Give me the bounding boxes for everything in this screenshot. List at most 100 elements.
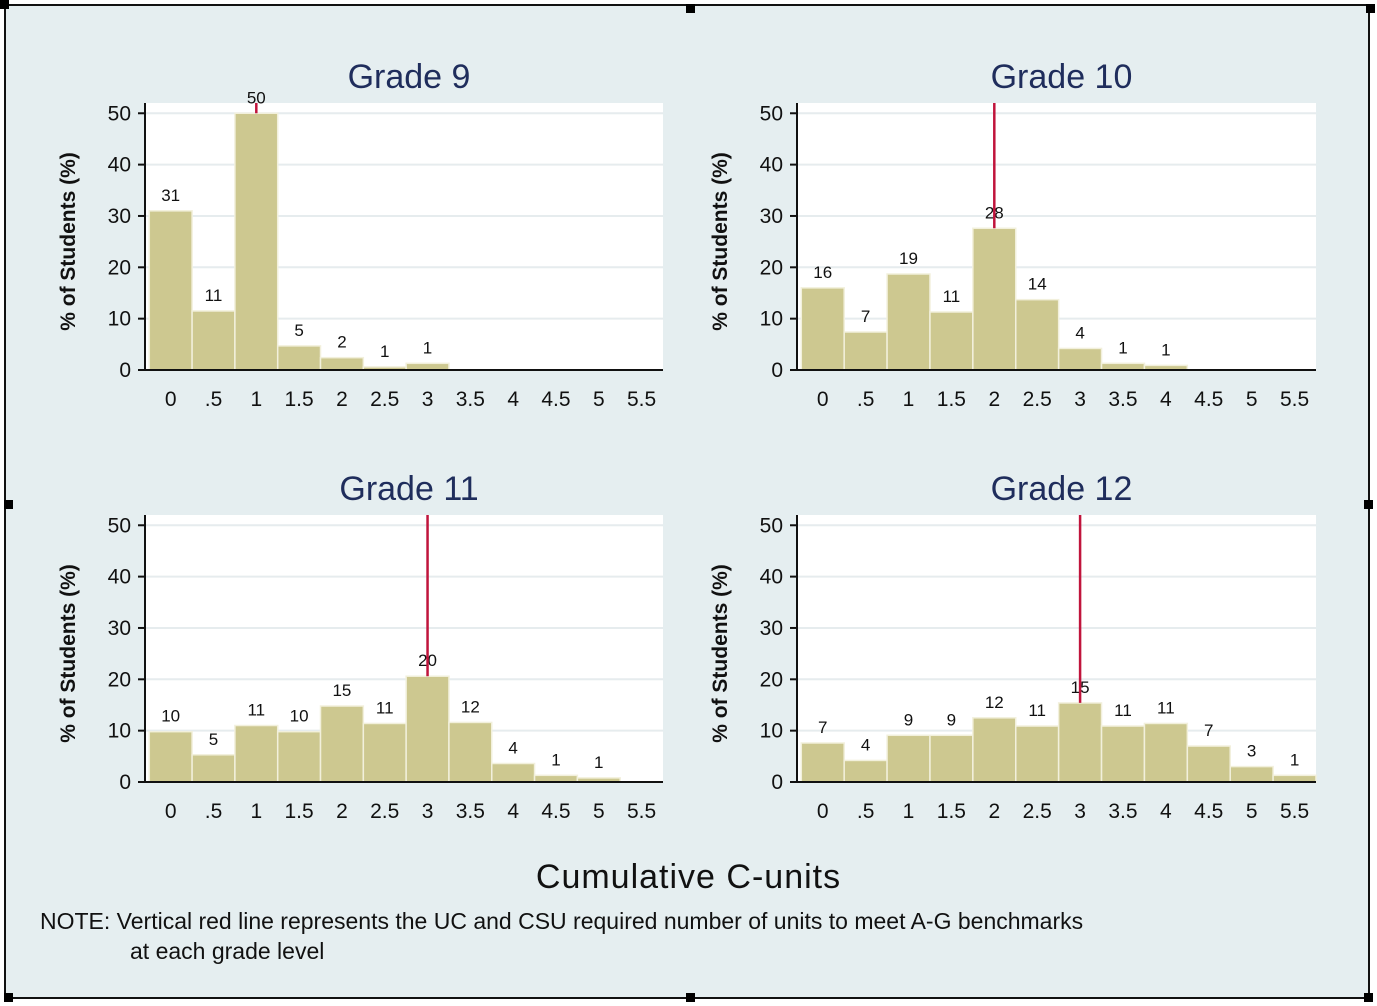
x-tick-label: 5.5 bbox=[1280, 388, 1309, 411]
x-tick-label: 2 bbox=[336, 388, 348, 411]
bar-value-label: 7 bbox=[1204, 721, 1213, 740]
x-tick-label: 0 bbox=[165, 388, 177, 411]
histogram-bar bbox=[491, 762, 536, 783]
histogram-bar bbox=[843, 331, 888, 371]
x-tick-label: .5 bbox=[857, 388, 875, 411]
x-tick-label: 1 bbox=[250, 800, 262, 823]
y-tick-label: 50 bbox=[760, 514, 783, 537]
panel-title: Grade 9 bbox=[348, 58, 471, 96]
y-tick-label: 40 bbox=[760, 154, 783, 177]
resize-handle-bottom-left[interactable] bbox=[4, 993, 13, 1002]
bar-value-label: 5 bbox=[209, 730, 218, 749]
x-tick-label: 2.5 bbox=[1023, 800, 1052, 823]
x-tick-label: 5 bbox=[1246, 388, 1258, 411]
bar-value-label: 11 bbox=[205, 286, 223, 305]
x-tick-label: 5 bbox=[593, 388, 605, 411]
histogram-bar bbox=[1100, 725, 1146, 783]
histogram-bar bbox=[886, 734, 931, 783]
histogram-bar bbox=[405, 675, 450, 783]
y-tick-label: 10 bbox=[760, 308, 783, 331]
bar-value-label: 11 bbox=[1028, 701, 1046, 720]
note-line-2: at each grade level bbox=[130, 938, 325, 964]
x-tick-label: 2 bbox=[336, 800, 348, 823]
resize-handle-right-middle[interactable] bbox=[1364, 500, 1373, 509]
x-tick-label: 2.5 bbox=[1023, 388, 1052, 411]
y-tick-label: 0 bbox=[119, 771, 131, 794]
note-line-1: NOTE: Vertical red line represents the U… bbox=[40, 908, 1084, 934]
bar-value-label: 11 bbox=[1157, 698, 1175, 717]
bar-value-label: 5 bbox=[294, 321, 303, 340]
bar-value-label: 1 bbox=[423, 338, 432, 357]
x-tick-label: 4 bbox=[1160, 800, 1172, 823]
bar-value-label: 3 bbox=[1247, 742, 1256, 761]
y-tick-label: 20 bbox=[108, 668, 131, 691]
bar-value-label: 14 bbox=[1028, 275, 1047, 294]
x-tick-label: 1 bbox=[250, 388, 262, 411]
histogram-bar bbox=[319, 356, 365, 371]
histogram-bar bbox=[533, 774, 579, 783]
resize-handle-bottom-center[interactable] bbox=[686, 993, 695, 1002]
y-tick-label: 30 bbox=[760, 205, 783, 228]
panel-2: 010203040501051110151120124110.511.522.5… bbox=[57, 470, 663, 823]
histogram-bar bbox=[191, 310, 236, 371]
y-tick-label: 10 bbox=[108, 720, 131, 743]
histogram-bar bbox=[972, 717, 1017, 783]
y-tick-label: 50 bbox=[108, 102, 131, 125]
histogram-bar bbox=[276, 730, 322, 783]
histogram-bar bbox=[234, 112, 279, 371]
resize-handle-bottom-right[interactable] bbox=[1364, 993, 1373, 1002]
bar-value-label: 11 bbox=[376, 698, 394, 717]
resize-handle-top-left[interactable] bbox=[0, 0, 9, 9]
y-tick-label: 0 bbox=[119, 359, 131, 382]
y-axis-label: % of Students (%) bbox=[709, 152, 732, 331]
x-tick-label: 0 bbox=[817, 388, 829, 411]
y-tick-label: 30 bbox=[108, 617, 131, 640]
y-tick-label: 20 bbox=[760, 256, 783, 279]
x-tick-label: .5 bbox=[205, 388, 223, 411]
x-tick-label: 1.5 bbox=[937, 388, 966, 411]
bar-value-label: 1 bbox=[380, 342, 389, 361]
histogram-bar bbox=[148, 210, 193, 371]
histogram-bar bbox=[234, 724, 279, 783]
resize-handle-left-middle[interactable] bbox=[4, 500, 13, 509]
histogram-bar bbox=[319, 705, 365, 783]
panel-title: Grade 11 bbox=[339, 470, 478, 508]
bar-value-label: 19 bbox=[899, 249, 918, 268]
x-tick-label: 5.5 bbox=[1280, 800, 1309, 823]
histogram-bar bbox=[1186, 745, 1231, 783]
histogram-bar bbox=[448, 721, 493, 783]
x-tick-label: 5 bbox=[1246, 800, 1258, 823]
x-tick-label: 1.5 bbox=[285, 388, 314, 411]
x-tick-label: 2.5 bbox=[370, 800, 399, 823]
bar-value-label: 31 bbox=[161, 186, 180, 205]
x-tick-label: .5 bbox=[205, 800, 223, 823]
bar-value-label: 10 bbox=[161, 707, 180, 726]
histogram-bar bbox=[1057, 347, 1103, 371]
x-tick-label: 3.5 bbox=[1108, 388, 1137, 411]
x-tick-label: 3 bbox=[1074, 800, 1086, 823]
bar-value-label: 50 bbox=[247, 88, 266, 107]
resize-handle-top-right[interactable] bbox=[1366, 4, 1375, 13]
y-tick-label: 40 bbox=[760, 566, 783, 589]
y-tick-label: 40 bbox=[108, 154, 131, 177]
bar-value-label: 2 bbox=[337, 333, 346, 352]
x-tick-label: 4 bbox=[507, 388, 519, 411]
bar-value-label: 1 bbox=[551, 750, 560, 769]
x-tick-label: 0 bbox=[165, 800, 177, 823]
bar-value-label: 7 bbox=[818, 718, 827, 737]
y-axis-label: % of Students (%) bbox=[709, 564, 732, 743]
bar-value-label: 12 bbox=[461, 697, 480, 716]
x-tick-label: 2 bbox=[988, 388, 1000, 411]
x-axis-label: Cumulative C-units bbox=[535, 858, 842, 896]
histogram-bar bbox=[843, 759, 888, 783]
bar-value-label: 15 bbox=[332, 681, 351, 700]
histogram-bar bbox=[800, 742, 845, 783]
bar-value-label: 1 bbox=[1118, 338, 1127, 357]
x-tick-label: 3.5 bbox=[456, 388, 485, 411]
panel-title: Grade 10 bbox=[991, 58, 1133, 96]
x-tick-label: 5.5 bbox=[627, 388, 656, 411]
resize-handle-top-center[interactable] bbox=[686, 4, 695, 13]
y-tick-label: 40 bbox=[108, 566, 131, 589]
